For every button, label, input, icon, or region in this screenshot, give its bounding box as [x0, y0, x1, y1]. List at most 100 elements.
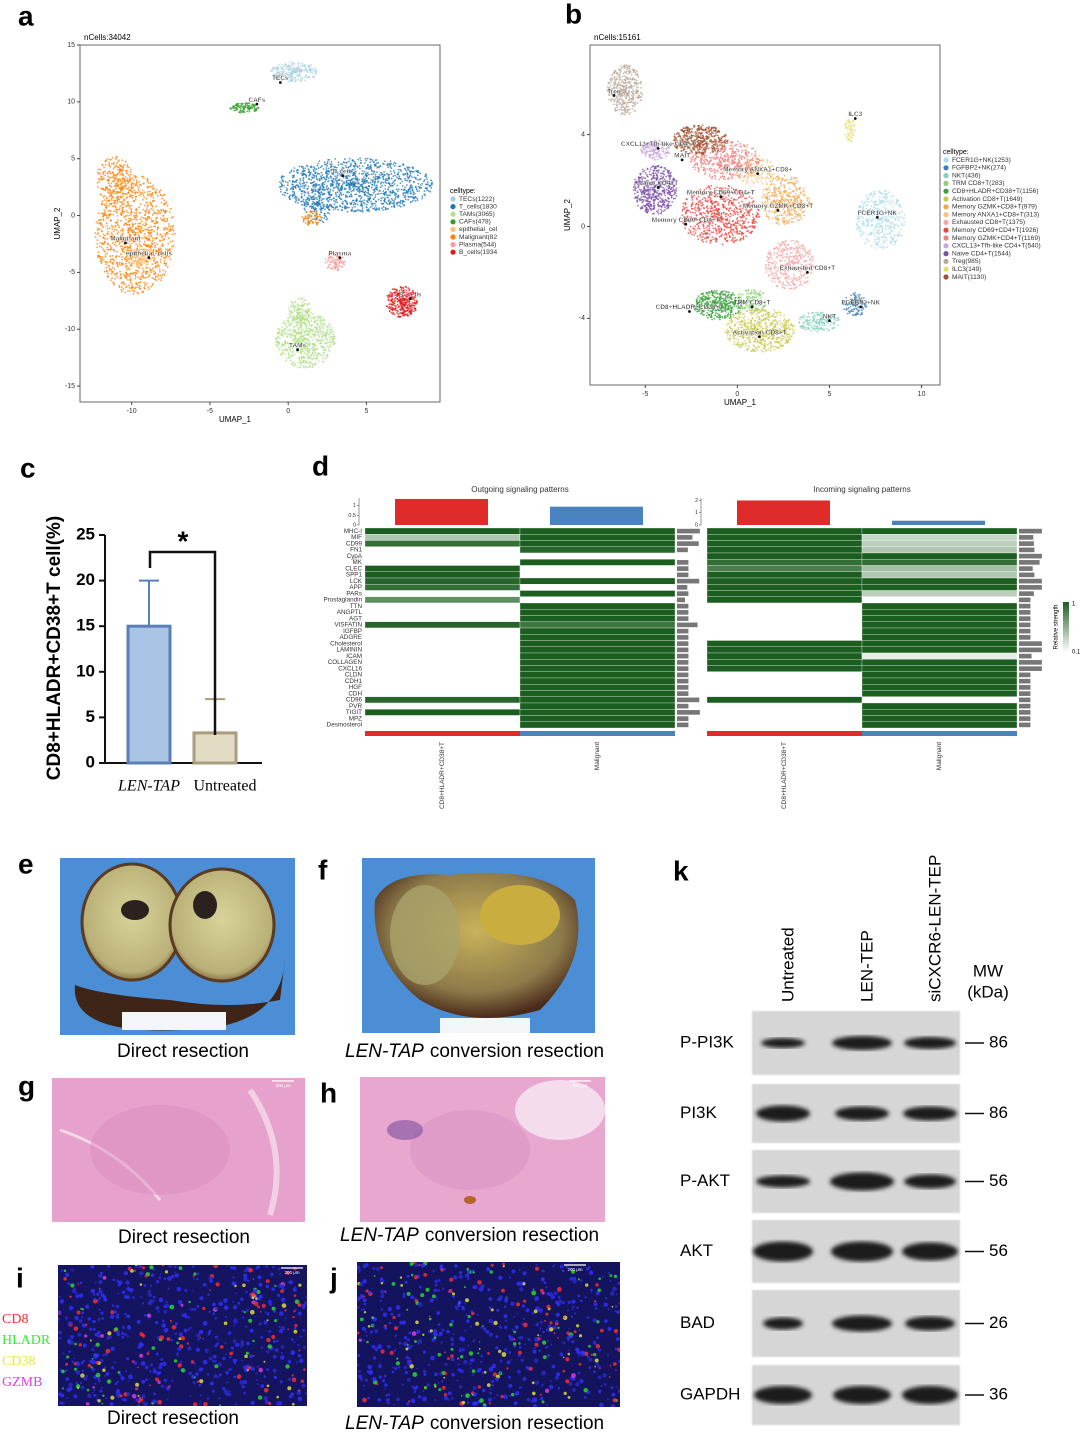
cell-dot — [153, 187, 156, 190]
stain-dot — [428, 1317, 432, 1321]
stain-dot — [413, 1297, 416, 1300]
cell-dot — [335, 261, 338, 264]
cell-dot — [294, 79, 296, 81]
cell-dot — [119, 245, 122, 248]
cell-dot — [111, 190, 114, 193]
cell-dot — [146, 205, 149, 208]
cell-dot — [326, 172, 328, 175]
cell-dot — [340, 163, 342, 166]
stain-dot — [135, 1382, 140, 1387]
cell-dot — [118, 179, 121, 182]
cell-dot — [324, 188, 326, 191]
cell-dot — [139, 281, 142, 283]
cell-dot — [147, 288, 150, 291]
stain-dot — [554, 1375, 560, 1380]
cell-dot — [394, 198, 396, 201]
cell-dot — [233, 109, 236, 112]
stain-dot — [127, 1325, 132, 1330]
cell-dot — [345, 187, 347, 190]
cell-dot — [326, 206, 329, 208]
cell-dot — [109, 170, 111, 173]
stain-dot — [103, 1297, 108, 1302]
cell-dot — [140, 276, 143, 278]
cell-dot — [390, 205, 393, 208]
stain-dot — [450, 1354, 454, 1358]
cell-dot — [125, 209, 128, 212]
stain-dot — [545, 1403, 548, 1406]
plot-frame — [79, 44, 441, 403]
stain-dot — [550, 1343, 553, 1346]
cell-dot — [136, 228, 139, 230]
cell-dot — [249, 106, 252, 109]
cell-dot — [330, 193, 333, 196]
cell-dot — [350, 190, 353, 193]
cell-dot — [97, 251, 100, 254]
stain-dot — [226, 1381, 229, 1384]
cell-dot — [414, 186, 417, 189]
cell-dot — [163, 262, 166, 264]
cell-dot — [160, 279, 162, 282]
cell-dot — [317, 167, 320, 170]
stain-dot — [436, 1311, 441, 1315]
stain-dot — [255, 1299, 257, 1302]
cell-dot — [145, 263, 148, 265]
cell-dot — [336, 266, 339, 269]
cell-dot — [110, 203, 112, 206]
cell-dot — [125, 262, 128, 265]
stain-dot — [211, 1359, 216, 1363]
cell-dot — [153, 242, 156, 245]
cell-dot — [128, 252, 131, 255]
stain-dot — [392, 1315, 396, 1320]
cell-dot — [387, 200, 390, 202]
stain-dot — [553, 1332, 556, 1335]
stain-dot — [260, 1384, 265, 1388]
cell-dot — [425, 176, 428, 179]
cell-dot — [296, 171, 298, 174]
cell-dot — [282, 78, 284, 81]
cell-dot — [314, 70, 317, 73]
cell-dot — [134, 175, 137, 178]
cell-dot — [146, 282, 148, 285]
stain-dot — [406, 1308, 409, 1311]
cell-dot — [130, 242, 133, 245]
cell-dot — [139, 287, 142, 290]
cell-dot — [288, 196, 290, 198]
stain-dot — [519, 1287, 524, 1292]
stain-dot — [277, 1318, 280, 1321]
stain-dot — [121, 1398, 125, 1401]
cell-dot — [246, 104, 249, 107]
cell-dot — [331, 266, 333, 269]
stain-dot — [177, 1300, 183, 1305]
stain-dot — [549, 1380, 552, 1382]
cell-dot — [378, 189, 381, 192]
cell-dot — [274, 66, 276, 69]
cell-dot — [408, 166, 411, 169]
cell-dot — [290, 187, 293, 190]
stain-dot — [561, 1269, 565, 1273]
cell-dot — [130, 286, 133, 289]
cell-dot — [134, 198, 137, 201]
cell-dot — [346, 161, 348, 164]
stain-dot — [387, 1306, 392, 1312]
cell-dot — [326, 266, 329, 269]
cell-dot — [334, 267, 337, 270]
cell-dot — [310, 179, 313, 181]
cell-dot — [294, 76, 297, 79]
cell-dot — [337, 196, 340, 198]
stain-dot — [569, 1262, 572, 1264]
cell-dot — [133, 199, 136, 202]
cell-dot — [421, 197, 423, 200]
cell-dot — [303, 187, 305, 190]
cell-dot — [356, 180, 359, 182]
stain-dot — [266, 1337, 271, 1343]
cell-dot — [383, 200, 386, 203]
cell-dot — [373, 189, 375, 191]
cell-dot — [303, 191, 306, 194]
cell-dot — [280, 77, 283, 80]
cell-dot — [393, 205, 396, 208]
stain-dot — [218, 1397, 221, 1400]
cell-dot — [151, 243, 154, 246]
stain-dot — [463, 1286, 466, 1289]
cell-dot — [306, 214, 309, 216]
stain-dot — [163, 1310, 168, 1314]
